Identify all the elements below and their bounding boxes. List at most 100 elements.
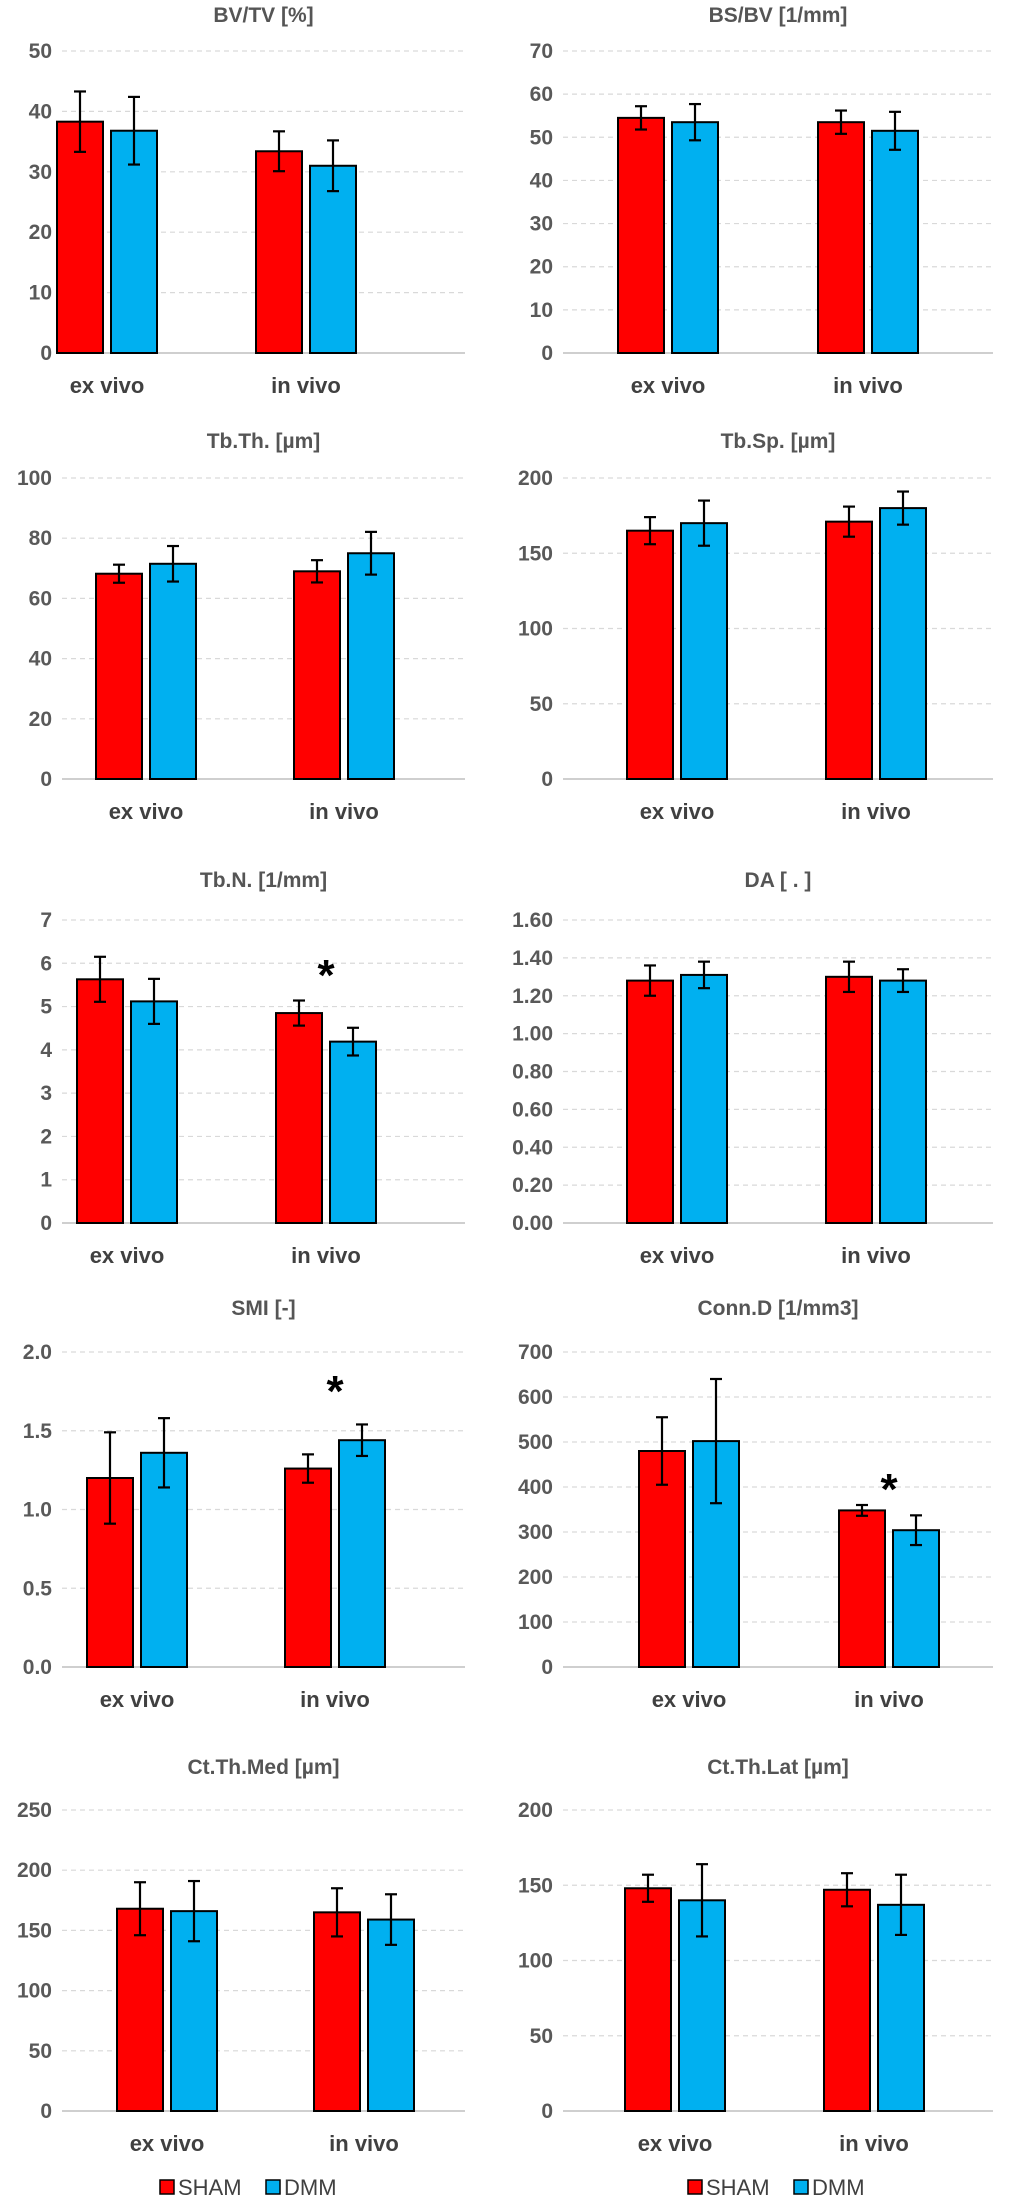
bar-dmm <box>680 973 728 1225</box>
bar-dmm <box>892 1529 940 1668</box>
y-tick-label: 50 <box>530 693 553 716</box>
bar-dmm <box>170 1910 218 2112</box>
bar-dmm <box>367 1918 415 2112</box>
y-tick-label: 600 <box>518 1386 553 1409</box>
y-tick-label: 20 <box>29 221 52 244</box>
y-tick-label: 0.40 <box>512 1136 553 1159</box>
y-tick-label: 50 <box>530 126 553 149</box>
y-tick-label: 40 <box>29 648 52 671</box>
chart-title: BS/BV [1/mm] <box>709 4 848 27</box>
y-tick-label: 2.0 <box>23 1341 52 1364</box>
y-tick-label: 50 <box>29 40 52 63</box>
y-tick-label: 100 <box>518 618 553 641</box>
bar-sham <box>76 978 124 1225</box>
legend-swatch <box>265 2179 281 2195</box>
y-tick-label: 0 <box>541 342 553 365</box>
chart-title: DA [ . ] <box>745 869 812 892</box>
y-tick-label: 60 <box>29 587 52 610</box>
y-tick-label: 0 <box>40 342 52 365</box>
bar-sham <box>293 570 341 780</box>
legend-swatch <box>159 2179 175 2195</box>
chart-title: Ct.Th.Med [µm] <box>187 1756 339 1779</box>
chart-panel: Tb.Sp. [µm] 0 50 100 150 200 ex vivo in vivo <box>518 430 993 824</box>
y-tick-label: 20 <box>530 256 553 279</box>
y-tick-label: 5 <box>40 996 52 1019</box>
significance-star: * <box>317 951 335 1000</box>
bar-dmm <box>110 129 158 354</box>
y-tick-label: 80 <box>29 527 52 550</box>
chart-panel: BS/BV [1/mm] 0 10 20 30 40 50 60 70 ex vivo in viv… <box>530 4 993 398</box>
chart-panel: Ct.Th.Med [µm] 0 50 100 150 200 250 ex vivo in v… <box>17 1756 465 2156</box>
y-tick-label: 1.5 <box>23 1420 53 1443</box>
y-tick-label: 700 <box>518 1341 553 1364</box>
y-tick-label: 1.0 <box>23 1499 52 1522</box>
bar-sham <box>56 120 104 354</box>
x-category-label: ex vivo <box>109 799 184 824</box>
x-category-label: ex vivo <box>638 2131 713 2156</box>
y-tick-label: 500 <box>518 1431 553 1454</box>
legend-label: SHAM <box>706 2175 770 2200</box>
y-tick-label: 100 <box>17 1980 52 2003</box>
x-category-label: ex vivo <box>640 799 715 824</box>
y-tick-label: 1.00 <box>512 1023 553 1046</box>
y-tick-label: 0.0 <box>23 1656 52 1679</box>
bar-dmm <box>347 552 395 780</box>
bar-sham <box>825 520 873 781</box>
bar-sham <box>624 1887 672 2113</box>
y-tick-label: 3 <box>40 1082 52 1105</box>
y-tick-label: 0 <box>541 768 553 791</box>
chart-panel: Tb.N. [1/mm] 0 1 2 3 4 5 6 7 ex vivo in vivo * <box>40 869 465 1268</box>
bar-dmm <box>338 1439 386 1668</box>
y-tick-label: 50 <box>530 2025 553 2048</box>
bar-sham <box>823 1888 871 2113</box>
bar-sham <box>116 1907 164 2113</box>
y-tick-label: 250 <box>17 1799 52 1822</box>
bar-sham <box>275 1012 323 1224</box>
y-tick-label: 70 <box>530 40 553 63</box>
bar-dmm <box>309 164 357 354</box>
y-tick-label: 1.60 <box>512 909 553 932</box>
y-tick-label: 10 <box>29 282 52 305</box>
y-tick-label: 150 <box>518 542 553 565</box>
chart-title: BV/TV [%] <box>213 4 313 27</box>
bar-dmm <box>879 507 927 780</box>
y-tick-label: 1.20 <box>512 985 553 1008</box>
y-tick-label: 150 <box>518 1874 553 1897</box>
chart-title: Tb.Sp. [µm] <box>721 430 836 453</box>
bar-sham <box>313 1911 361 2112</box>
bar-sham <box>817 121 865 354</box>
bar-dmm <box>130 1000 178 1224</box>
bar-dmm <box>671 121 719 354</box>
y-tick-label: 200 <box>17 1859 52 1882</box>
chart-panel: Tb.Th. [µm] 0 20 40 60 80 100 ex vivo in vivo <box>17 430 465 824</box>
y-tick-label: 100 <box>518 1611 553 1634</box>
y-tick-label: 300 <box>518 1521 553 1544</box>
legend-label: DMM <box>284 2175 337 2200</box>
y-tick-label: 200 <box>518 1566 553 1589</box>
bar-sham <box>825 975 873 1224</box>
y-tick-label: 6 <box>40 952 52 975</box>
bar-dmm <box>877 1903 925 2112</box>
chart-panel: BV/TV [%] 0 10 20 30 40 50 ex vivo in vivo <box>29 4 465 398</box>
x-category-label: ex vivo <box>130 2131 205 2156</box>
y-tick-label: 30 <box>530 213 553 236</box>
legend: SHAM DMM <box>687 2175 865 2200</box>
chart-panel: Ct.Th.Lat [µm] 0 50 100 150 200 ex vivo in vivo <box>518 1756 993 2156</box>
y-tick-label: 0.60 <box>512 1098 553 1121</box>
y-tick-label: 100 <box>17 467 52 490</box>
y-tick-label: 0.80 <box>512 1061 553 1084</box>
bar-sham <box>626 529 674 780</box>
x-category-label: in vivo <box>854 1687 924 1712</box>
y-tick-label: 40 <box>29 100 52 123</box>
legend-label: SHAM <box>178 2175 242 2200</box>
x-category-label: in vivo <box>300 1687 370 1712</box>
bar-sham <box>95 572 143 781</box>
x-category-label: in vivo <box>271 373 341 398</box>
y-tick-label: 40 <box>530 169 553 192</box>
y-tick-label: 400 <box>518 1476 553 1499</box>
y-tick-label: 20 <box>29 708 52 731</box>
y-tick-label: 10 <box>530 299 553 322</box>
x-category-label: ex vivo <box>652 1687 727 1712</box>
chart-title: Tb.Th. [µm] <box>207 430 321 453</box>
y-tick-label: 50 <box>29 2040 52 2063</box>
